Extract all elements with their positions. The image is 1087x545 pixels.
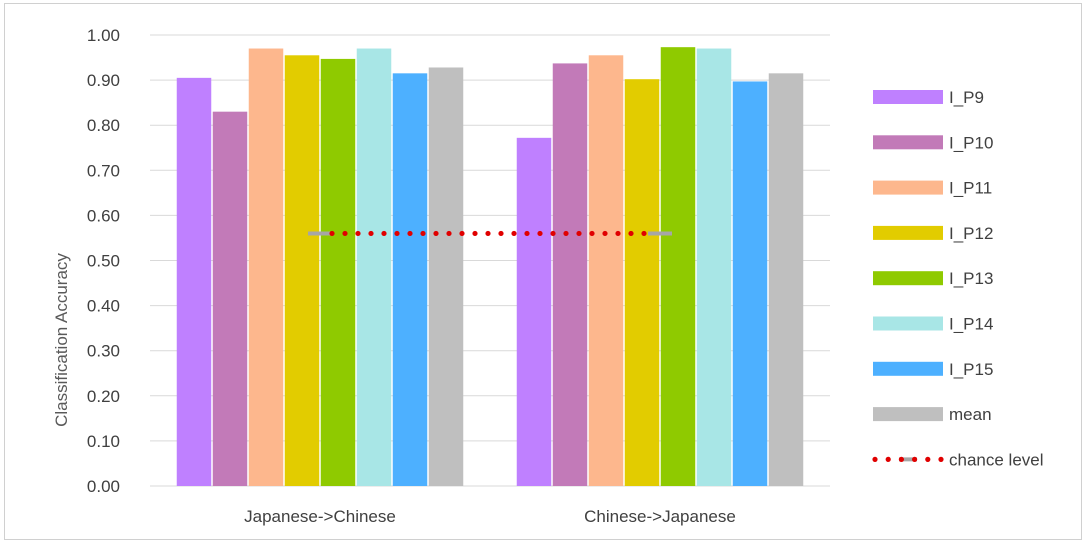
y-tick-label: 0.00: [87, 477, 120, 496]
legend-swatch-mean: [873, 407, 943, 422]
bar-i-p13-0: [320, 58, 356, 486]
y-tick-label: 0.70: [87, 161, 120, 180]
legend-label: I_P9: [949, 88, 984, 107]
chance-level-dot: [394, 230, 400, 237]
chance-level-dot: [641, 230, 647, 237]
legend-swatch-i-p9: [873, 90, 943, 104]
chance-level-dot: [355, 230, 361, 237]
chance-level-dot: [628, 230, 634, 237]
y-tick-label: 0.30: [87, 342, 120, 361]
y-axis-title: Classification Accuracy: [52, 253, 71, 427]
chance-level-dot: [576, 230, 582, 237]
legend-chance-dot: [872, 456, 878, 462]
bar-i-p12-1: [624, 79, 660, 486]
chance-level-dot: [407, 230, 413, 237]
chance-level-dot: [342, 230, 348, 237]
chance-level-dot: [433, 230, 439, 237]
chance-level-dot: [420, 230, 426, 237]
legend-chance-dot: [898, 456, 905, 462]
category-labels: Japanese->Chinese Chinese->Japanese: [244, 507, 736, 526]
y-tick-label: 0.10: [87, 432, 120, 451]
legend-label: I_P15: [949, 360, 993, 379]
legend-label: chance level: [949, 450, 1044, 469]
bar-i-p15-1: [732, 81, 768, 486]
legend-label: I_P12: [949, 224, 993, 243]
chance-level-dot: [563, 230, 569, 237]
legend-swatch-i-p10: [873, 135, 943, 150]
bar-i-p11-0: [248, 48, 284, 486]
legend-label: I_P11: [949, 179, 992, 198]
chance-level-dot: [446, 230, 452, 237]
legend-label: I_P14: [949, 315, 993, 334]
bar-i-p15-0: [392, 73, 428, 487]
legend-chance-dot: [938, 456, 944, 462]
y-tick-label: 0.80: [87, 116, 120, 135]
legend-chance-dot: [925, 456, 931, 462]
y-tick-label: 0.90: [87, 71, 120, 90]
y-axis-ticks: 0.00 0.10 0.20 0.30 0.40 0.50 0.60 0.70 0.80 0.90…: [87, 26, 120, 496]
chance-level-dot: [602, 230, 608, 237]
chance-level-dot: [368, 230, 374, 237]
bar-mean-1: [768, 73, 804, 487]
chance-level-dot: [589, 230, 595, 237]
y-tick-label: 0.40: [87, 297, 120, 316]
bar-i-p10-0: [212, 111, 248, 487]
bar-i-p10-1: [552, 63, 588, 487]
bar-i-p13-1: [660, 47, 696, 486]
legend-label: I_P13: [949, 269, 993, 288]
chance-level-line: [308, 230, 672, 237]
bar-i-p9-1: [516, 137, 552, 486]
bar-i-p14-0: [356, 48, 392, 486]
chance-level-dot: [537, 230, 543, 237]
bars: [176, 47, 804, 487]
legend-swatch-i-p11: [873, 180, 943, 195]
legend-label: mean: [949, 405, 992, 424]
y-tick-label: 0.50: [87, 252, 120, 271]
legend-swatch-i-p15: [873, 361, 943, 376]
legend-chance-dot: [912, 456, 918, 462]
chance-level-dot: [329, 230, 335, 237]
bar-i-p11-1: [588, 55, 624, 487]
chance-level-dot: [485, 230, 491, 237]
chance-level-dot: [615, 230, 621, 237]
chance-level-dot: [524, 230, 530, 237]
legend-swatch-i-p13: [873, 271, 943, 286]
legend-swatch-i-p12: [873, 225, 943, 240]
bar-i-p14-1: [696, 48, 732, 486]
legend-chance-dot: [885, 456, 891, 462]
y-tick-label: 0.20: [87, 387, 120, 406]
y-tick-label: 0.60: [87, 206, 120, 225]
chance-level-dot: [381, 230, 387, 237]
legend-label: I_P10: [949, 133, 993, 152]
x-category-label: Japanese->Chinese: [244, 507, 396, 526]
x-category-label: Chinese->Japanese: [584, 507, 736, 526]
chance-level-dot: [511, 230, 517, 237]
chance-level-dot: [459, 230, 465, 237]
bar-i-p9-0: [176, 77, 212, 486]
legend-swatch-i-p14: [873, 316, 943, 331]
chance-level-dot: [498, 230, 504, 237]
chance-level-dot: [550, 230, 556, 237]
y-tick-label: 1.00: [87, 26, 120, 45]
chance-level-dot: [472, 230, 478, 237]
bar-mean-0: [428, 67, 464, 487]
bar-i-p12-0: [284, 55, 320, 487]
